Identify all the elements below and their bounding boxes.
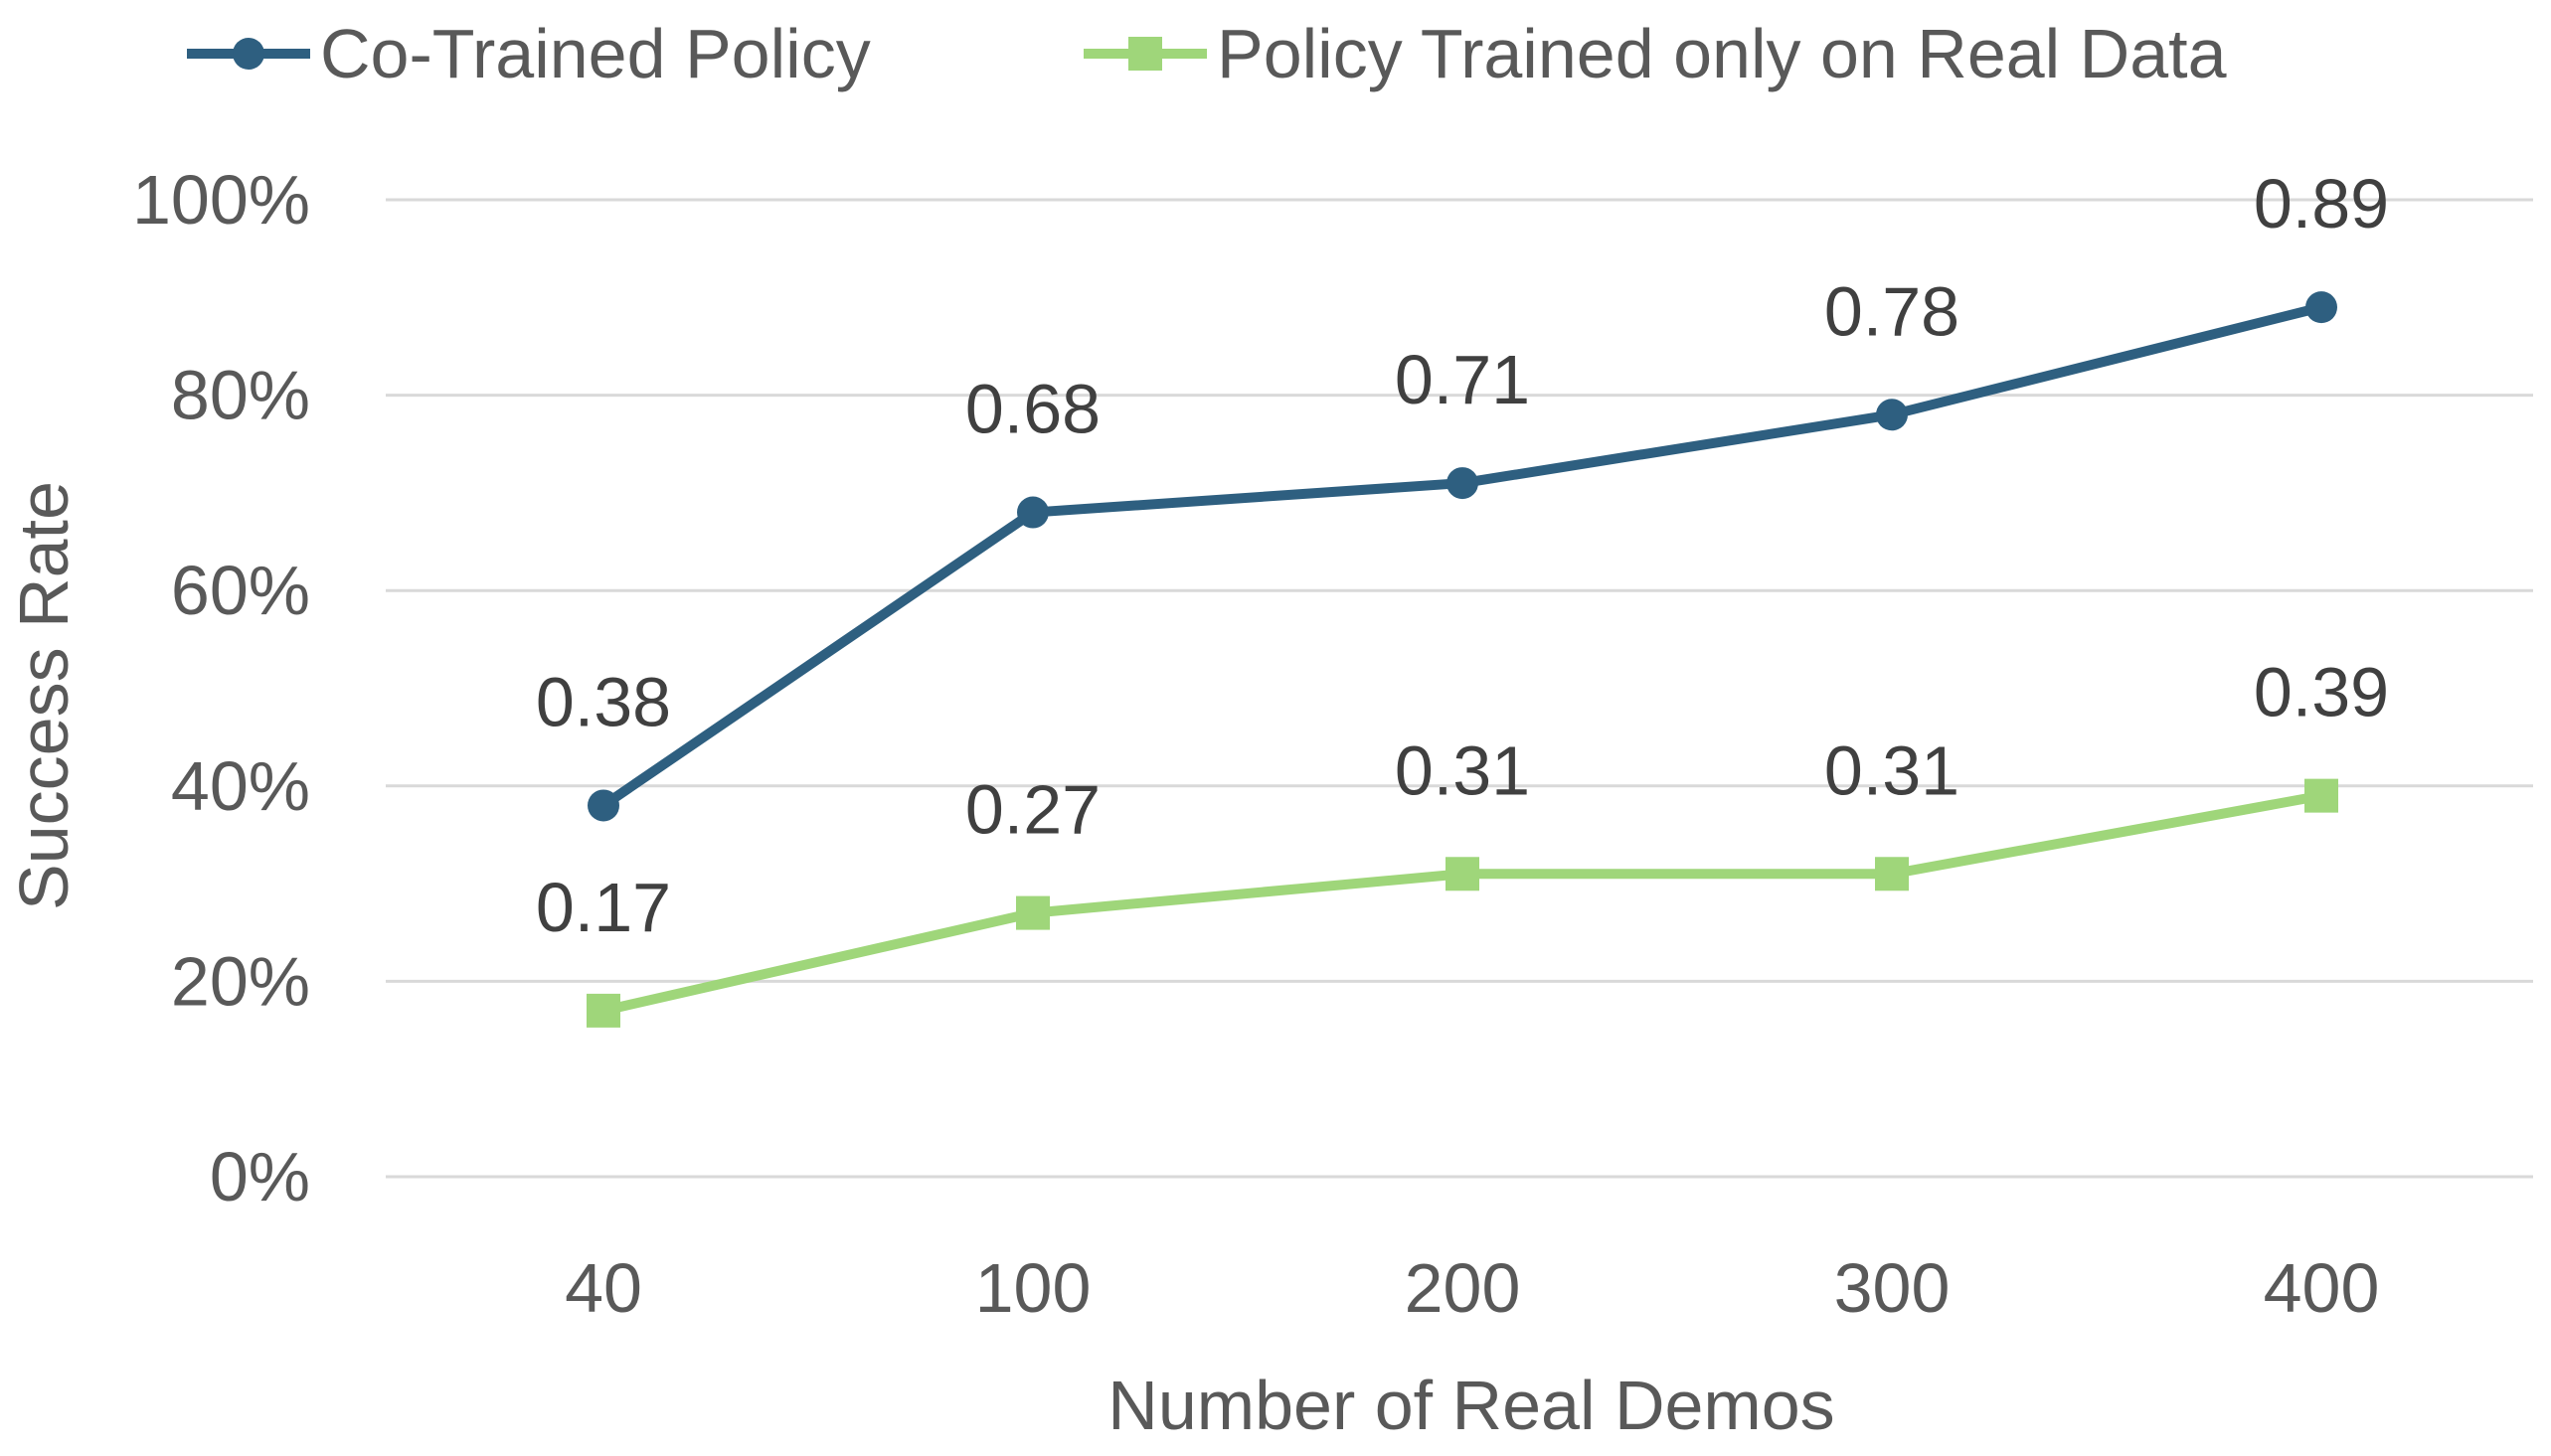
data-point (1876, 399, 1908, 431)
series-lines (587, 291, 2338, 1028)
x-axis-label: Number of Real Demos (1107, 1367, 1834, 1444)
x-tick-label: 200 (1405, 1249, 1521, 1327)
legend-label: Policy Trained only on Real Data (1217, 15, 2227, 92)
y-tick-label: 20% (171, 942, 310, 1020)
data-labels: 0.38 0.68 0.71 0.78 0.89 0.17 0.27 0.31 0.31 0.39 (536, 165, 2389, 946)
data-label: 0.38 (536, 663, 671, 740)
legend-item-1: Co-Trained Policy (187, 15, 871, 92)
y-tick-label: 60% (171, 552, 310, 629)
legend-item-2: Policy Trained only on Real Data (1084, 15, 2227, 92)
x-axis-ticks: 40 100 200 300 400 (565, 1249, 2379, 1327)
data-label: 0.68 (965, 371, 1101, 448)
data-point (1446, 467, 1478, 500)
legend-marker (1128, 37, 1162, 71)
y-axis-label: Success Rate (5, 481, 83, 910)
data-point (587, 993, 620, 1028)
data-point (1875, 857, 1909, 891)
data-point (2305, 291, 2337, 324)
y-tick-label: 100% (132, 161, 310, 239)
y-tick-label: 80% (171, 357, 310, 434)
data-label: 0.78 (1824, 272, 1959, 350)
x-tick-label: 100 (975, 1249, 1092, 1327)
series-line (598, 790, 2326, 1016)
y-tick-label: 40% (171, 747, 310, 825)
legend-marker (233, 38, 264, 70)
data-point (1016, 895, 1050, 930)
data-point (2304, 778, 2338, 813)
x-tick-label: 400 (2264, 1249, 2380, 1327)
data-point (1017, 496, 1049, 529)
series-2 (587, 778, 2338, 1028)
data-point (1446, 857, 1479, 891)
y-axis-ticks: 0% 20% 40% 60% 80% 100% (132, 161, 310, 1215)
legend: Co-Trained Policy Policy Trained only on … (187, 15, 2227, 92)
x-tick-label: 40 (565, 1249, 642, 1327)
data-point (588, 789, 619, 822)
series-1 (588, 291, 2337, 822)
data-label: 0.39 (2254, 654, 2389, 731)
data-label: 0.71 (1395, 341, 1530, 418)
data-label: 0.17 (536, 869, 671, 946)
x-tick-label: 300 (1834, 1249, 1951, 1327)
y-tick-label: 0% (210, 1138, 310, 1215)
data-label: 0.31 (1824, 731, 1959, 809)
legend-label: Co-Trained Policy (320, 15, 871, 92)
data-label: 0.31 (1395, 731, 1530, 809)
data-label: 0.27 (965, 771, 1101, 849)
data-label: 0.89 (2254, 165, 2389, 243)
